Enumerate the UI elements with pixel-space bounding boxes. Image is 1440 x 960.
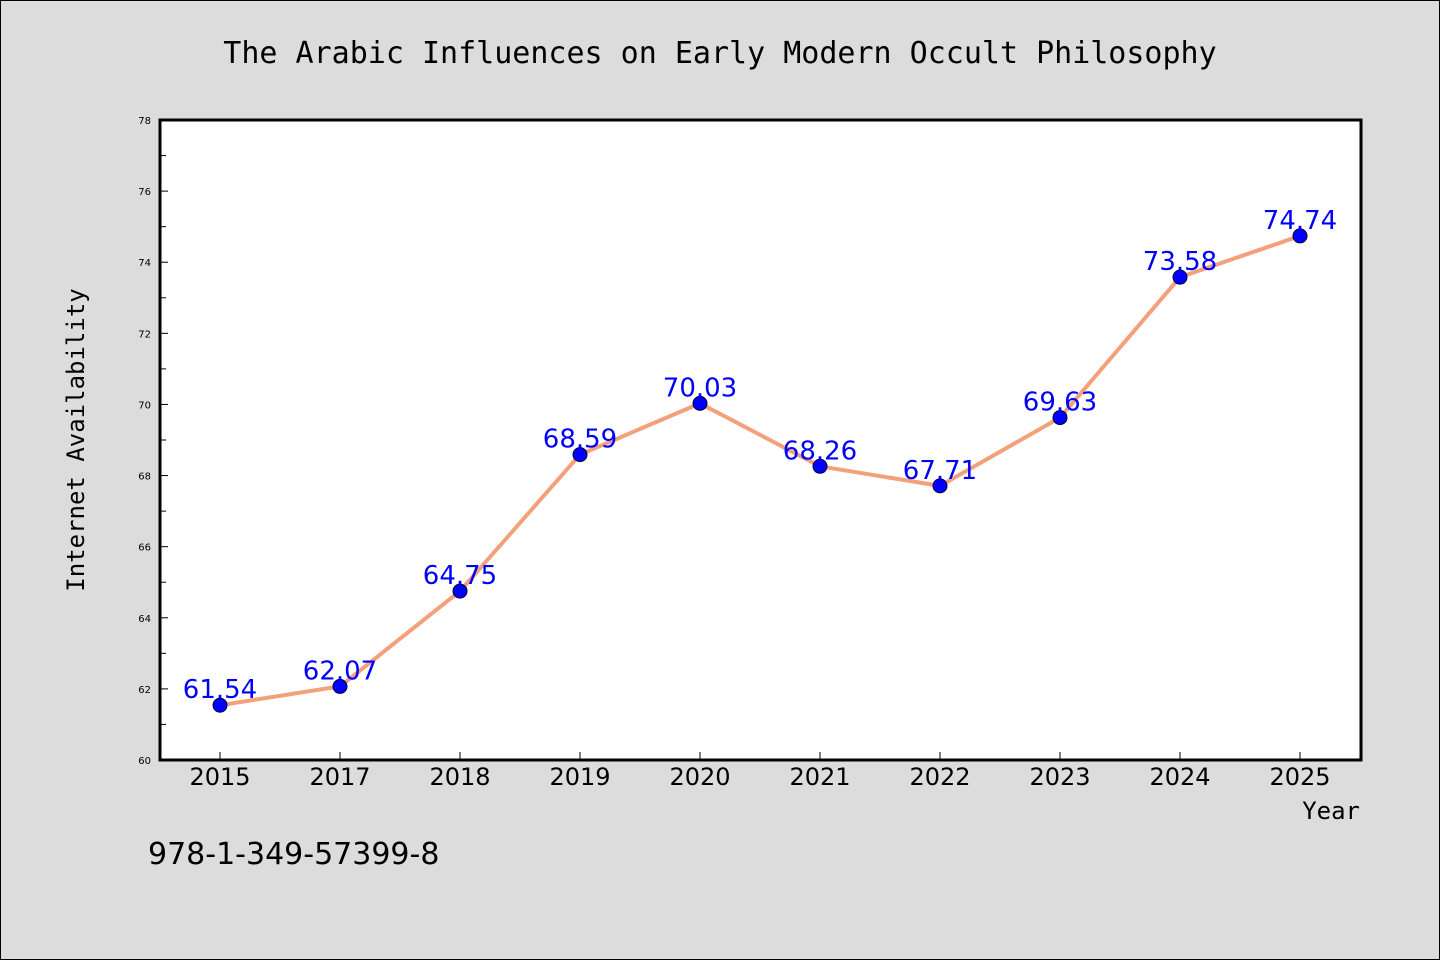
data-labels-group: 61.54 62.07 64.75 68.59 70.03 68.26 67.71 69.63… — [183, 206, 1337, 705]
isbn-text: 978-1-349-57399-8 — [148, 837, 439, 872]
x-tick-label: 2015 — [189, 763, 250, 791]
data-point — [692, 395, 708, 411]
data-point — [1292, 228, 1308, 244]
x-tick-label: 2022 — [909, 763, 970, 791]
x-tick-label: 2019 — [549, 763, 610, 791]
data-label: 74.74 — [1263, 206, 1337, 236]
y-axis-label: Internet Availability — [62, 288, 90, 591]
y-tick-label: 64 — [138, 614, 151, 625]
x-axis-label: Year — [1302, 797, 1360, 825]
x-tick-label: 2018 — [429, 763, 490, 791]
data-point — [332, 678, 348, 694]
chart-title: The Arabic Influences on Early Modern Oc… — [223, 36, 1216, 71]
data-label: 68.26 — [783, 436, 857, 466]
data-label: 73.58 — [1143, 247, 1217, 277]
data-label: 61.54 — [183, 675, 257, 705]
markers-group — [212, 228, 1308, 713]
y-tick-label: 62 — [138, 685, 151, 696]
y-tick-label: 68 — [138, 472, 151, 483]
series-line-group — [218, 233, 1302, 708]
x-tick-label: 2020 — [669, 763, 730, 791]
y-tick-label: 72 — [138, 329, 151, 340]
data-label: 67.71 — [903, 456, 977, 486]
data-point — [932, 478, 948, 494]
y-tick-label: 70 — [138, 400, 151, 411]
data-point — [452, 583, 468, 599]
data-label: 64.75 — [423, 561, 497, 591]
x-tick-label: 2025 — [1269, 763, 1330, 791]
data-point — [1172, 269, 1188, 285]
data-point — [812, 458, 828, 474]
y-tick-label: 60 — [138, 756, 151, 767]
x-tick-label: 2023 — [1029, 763, 1090, 791]
y-tick-label: 66 — [138, 543, 151, 554]
x-tick-label: 2021 — [789, 763, 850, 791]
data-label: 69.63 — [1023, 388, 1097, 418]
series-line — [218, 233, 1302, 708]
x-tick-label: 2017 — [309, 763, 370, 791]
data-label: 68.59 — [543, 425, 617, 455]
data-label: 70.03 — [663, 373, 737, 403]
y-tick-label: 76 — [138, 187, 151, 198]
plot-area — [158, 118, 1363, 762]
data-label: 62.07 — [303, 656, 377, 686]
data-point — [212, 697, 228, 713]
x-axis: 2015 2017 2018 2019 2020 2021 2022 2023 2024 2025 — [189, 752, 1331, 791]
y-tick-label: 74 — [138, 258, 151, 269]
y-axis: 60 62 64 66 68 70 72 74 76 78 — [138, 116, 168, 767]
data-point — [1052, 410, 1068, 426]
data-point — [572, 447, 588, 463]
y-tick-label: 78 — [138, 116, 151, 127]
x-tick-label: 2024 — [1149, 763, 1210, 791]
